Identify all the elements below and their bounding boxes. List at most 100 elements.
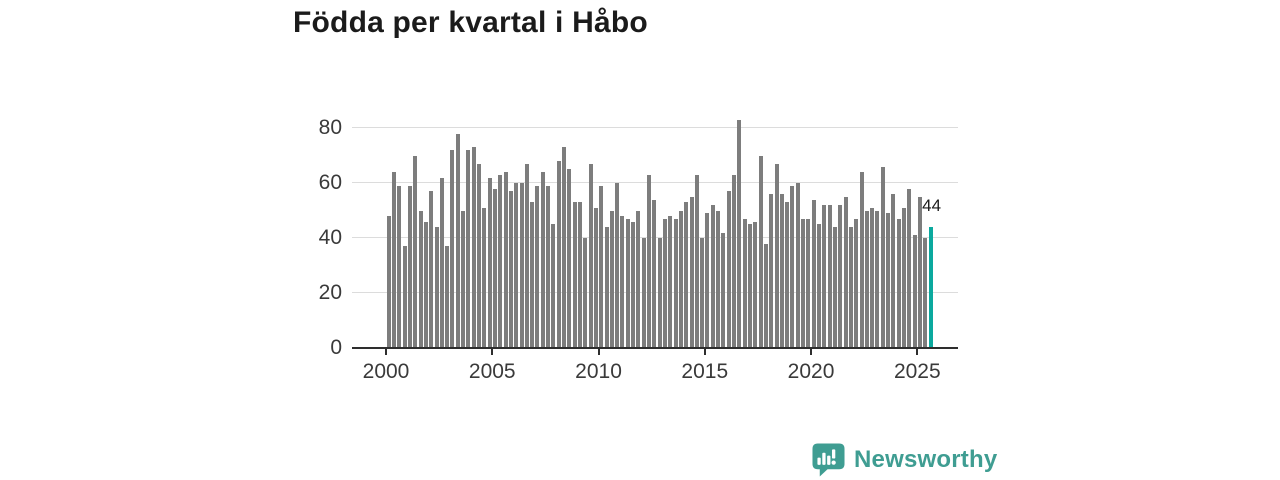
y-axis-label-80: 80 [318, 116, 342, 139]
quarter-bar [418, 210, 423, 348]
quarter-bar [551, 224, 556, 348]
quarter-bar [790, 185, 795, 348]
quarter-bar [827, 205, 832, 348]
quarter-bar [524, 163, 529, 348]
quarter-bar [423, 221, 428, 348]
gridline-60 [352, 182, 958, 183]
quarter-bar [785, 202, 790, 348]
quarter-bar [455, 133, 460, 348]
quarter-bar [466, 150, 471, 348]
quarter-bar [461, 210, 466, 348]
quarter-bar-highlight [928, 227, 933, 348]
quarter-bar [445, 246, 450, 348]
quarter-bar [599, 185, 604, 348]
quarter-bar [450, 150, 455, 348]
quarter-bar [508, 191, 513, 348]
quarter-bar [567, 169, 572, 348]
quarter-bar [572, 202, 577, 348]
quarter-bar [843, 196, 848, 348]
quarter-bar [477, 163, 482, 348]
quarter-bar [636, 210, 641, 348]
y-axis-label-60: 60 [318, 171, 342, 194]
quarter-bar [662, 218, 667, 348]
quarter-bar [482, 207, 487, 348]
gridline-80 [352, 127, 958, 128]
quarter-bar [593, 207, 598, 348]
newsworthy-speech-bubble-bar-chart-icon [812, 443, 845, 477]
quarter-bar [918, 196, 922, 348]
bar-chart-plot-area: 0 20 40 60 80 2000 2005 2010 2015 2020 2025 44 [319, 117, 958, 383]
x-tick-2010 [597, 348, 600, 355]
quarter-bar [668, 216, 673, 348]
x-axis-label-2025: 2025 [893, 360, 941, 383]
quarter-bar [556, 161, 561, 348]
quarter-bar [822, 205, 827, 348]
quarter-bar [678, 210, 683, 348]
y-axis-label-40: 40 [318, 226, 342, 249]
quarter-bar [498, 174, 503, 348]
quarter-bar [519, 183, 524, 348]
quarter-bar [641, 238, 646, 348]
quarter-bar [620, 216, 625, 348]
quarter-bar [647, 174, 652, 348]
quarter-bar [439, 177, 444, 348]
quarter-bar [673, 218, 678, 348]
quarter-bar [795, 183, 800, 348]
quarter-bar [684, 202, 689, 348]
quarter-bar [530, 202, 535, 348]
quarter-bar [631, 221, 636, 348]
quarter-bar [540, 172, 545, 348]
quarter-bar [779, 194, 784, 348]
quarter-bar [737, 119, 742, 348]
quarter-bar [721, 232, 726, 348]
quarter-bar [732, 174, 737, 348]
x-axis-label-2000: 2000 [362, 360, 410, 383]
quarter-bar [583, 238, 588, 348]
quarter-bar [763, 243, 768, 348]
x-tick-2000 [385, 348, 387, 355]
x-axis-label-2010: 2010 [575, 360, 622, 383]
quarter-bar [652, 199, 657, 348]
quarter-bar [689, 196, 694, 348]
quarter-bar [609, 210, 614, 348]
quarter-bar [870, 207, 875, 348]
quarter-bar [588, 163, 593, 348]
quarter-bar [806, 218, 811, 348]
quarter-bar [492, 188, 497, 348]
quarter-bar [402, 246, 407, 348]
x-tick-2020 [810, 348, 813, 355]
quarter-bar [514, 183, 519, 348]
quarter-bar [875, 210, 880, 348]
quarter-bar [811, 199, 816, 348]
x-axis-label-2015: 2015 [681, 360, 729, 383]
x-axis-label-2005: 2005 [468, 360, 516, 383]
quarter-bar [700, 238, 705, 348]
last-bar-value-label: 44 [922, 196, 942, 215]
quarter-bar [625, 218, 630, 348]
quarter-bar [562, 147, 567, 348]
quarter-bar [854, 218, 859, 348]
quarter-bar [726, 191, 731, 348]
quarter-bar [577, 202, 582, 348]
newsworthy-logo-text: Newsworthy [854, 446, 998, 473]
quarter-bar [503, 172, 508, 348]
x-tick-2015 [703, 348, 706, 355]
quarter-bar [817, 224, 822, 348]
quarter-bar [923, 238, 928, 348]
chart-title: Födda per kvartal i Håbo [293, 6, 648, 39]
quarter-bar [859, 172, 864, 348]
quarter-bar [912, 235, 917, 348]
quarter-bar [753, 221, 758, 348]
x-axis-label-2020: 2020 [787, 360, 835, 383]
quarter-bar [886, 213, 891, 348]
quarter-bar [407, 185, 412, 348]
quarter-bar [604, 227, 609, 348]
quarter-bar [832, 227, 837, 348]
quarter-bar [694, 174, 699, 348]
quarter-bar [891, 194, 896, 348]
quarter-bar [864, 210, 869, 348]
x-tick-2005 [491, 348, 494, 355]
quarter-bar [386, 216, 391, 348]
quarter-bar [487, 177, 492, 348]
